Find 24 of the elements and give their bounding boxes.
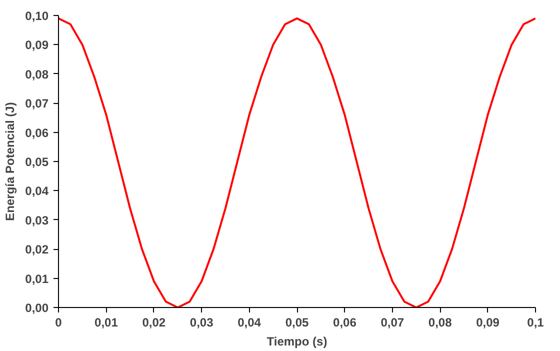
y-tick-label: 0,06 (25, 126, 49, 140)
x-tick-label: 0,07 (380, 316, 404, 330)
y-tick-label: 0,05 (25, 155, 49, 169)
x-tick-label: 0,02 (142, 316, 166, 330)
x-tick-label: 0,05 (285, 316, 310, 330)
x-tick-label: 0,09 (476, 316, 500, 330)
y-axis-title: Energía Potencial (J) (3, 102, 18, 221)
y-tick-label: 0,00 (25, 301, 49, 315)
y-tick-label: 0,09 (25, 38, 49, 52)
y-tick-label: 0,08 (25, 67, 49, 82)
x-tick-label: 0,06 (333, 316, 357, 330)
x-tick-label: 0,01 (94, 316, 118, 330)
y-tick-label: 0,02 (25, 242, 49, 257)
y-tick-label: 0,01 (25, 272, 49, 286)
x-tick-label: 0,1 (527, 316, 544, 330)
y-tick-label: 0,07 (25, 96, 49, 111)
y-tick-label: 0,10 (25, 9, 49, 23)
x-axis-title: Tiempo (s) (266, 334, 328, 348)
y-tick-label: 0,03 (25, 213, 49, 228)
x-tick-label: 0,08 (428, 316, 452, 330)
x-tick-label: 0,03 (190, 316, 214, 330)
x-tick-label: 0 (55, 316, 62, 330)
x-tick-label: 0,04 (238, 316, 262, 330)
y-tick-label: 0,04 (25, 184, 49, 198)
